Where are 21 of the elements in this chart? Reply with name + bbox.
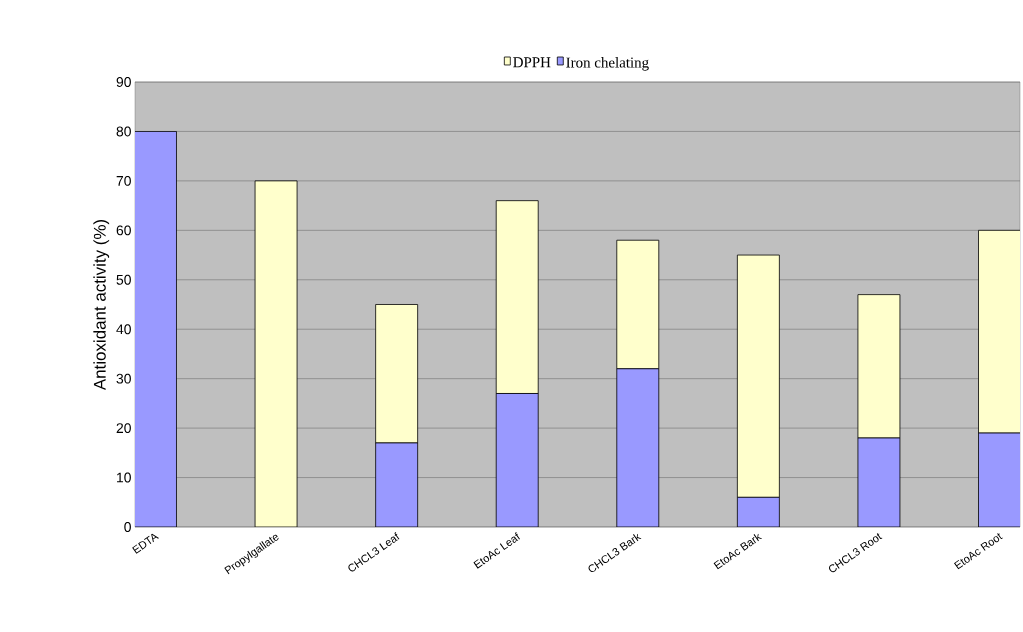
- bar: [736, 254, 780, 498]
- y-tick-label: 30: [116, 373, 131, 384]
- y-axis-title: Antioxidant activity (%): [93, 219, 110, 391]
- bar: [135, 131, 177, 527]
- y-tick-label: 60: [116, 225, 131, 236]
- bar: [495, 200, 539, 394]
- legend-label: Iron chelating: [566, 57, 649, 71]
- y-tick-label: 10: [117, 472, 131, 483]
- y-tick-label: 40: [116, 324, 131, 335]
- bar: [375, 304, 419, 444]
- y-tick-label: 80: [116, 126, 131, 137]
- y-tick-label: 0: [124, 522, 131, 532]
- bar: [254, 180, 298, 527]
- y-tick-label: 70: [116, 175, 131, 186]
- y-tick-label: 20: [116, 423, 131, 434]
- y-tick-label: 90: [116, 77, 131, 87]
- y-tick-label: 50: [116, 274, 131, 285]
- legend-label: DPPH: [513, 57, 551, 68]
- bar: [978, 229, 1020, 434]
- bar: [616, 239, 660, 370]
- bar: [857, 294, 901, 439]
